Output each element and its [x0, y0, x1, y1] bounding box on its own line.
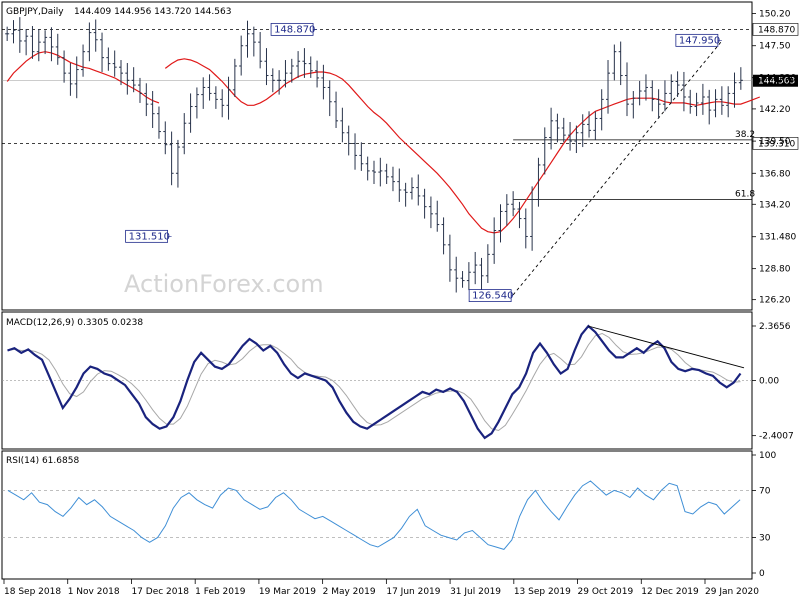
last-price-tag [753, 74, 798, 87]
fib-label: 38.2 [735, 130, 755, 140]
macd-panel: MACD(12,26,9) 0.3305 0.0238 2.3656 0.00 -2… [1, 311, 794, 450]
x-tick-label: 19 Mar 2019 [259, 587, 316, 597]
rsi-title: RSI(14) 61.6858 [6, 456, 79, 466]
price-tick-label: 134.20 [759, 200, 791, 210]
macd-trendline [588, 325, 745, 369]
watermark: ActionForex.com [124, 270, 324, 298]
macd-axis: 2.3656 0.00 -2.4007 [752, 322, 794, 442]
price-bars [5, 17, 743, 293]
price-tick-label: 147.50 [759, 42, 791, 52]
level-tag [752, 23, 799, 36]
macd-tick-label: 0.00 [759, 376, 779, 386]
x-tick-label: 29 Jan 2020 [705, 587, 759, 597]
rsi-panel: RSI(14) 61.6858 100 70 30 0 [1, 450, 776, 580]
rsi-tick-label: 30 [759, 534, 771, 544]
x-tick-label: 2 May 2019 [323, 587, 376, 597]
macd-tick-label: -2.4007 [759, 432, 794, 442]
rsi-axis: 100 70 30 0 [752, 451, 776, 579]
price-annotation-text: 131.510 [129, 231, 170, 242]
price-annotations: 148.870 131.510 126.540 147.950 [125, 22, 722, 303]
price-title: GBPJPY,Daily [6, 7, 64, 17]
x-tick-label: 1 Feb 2019 [195, 587, 246, 597]
rsi-tick-label: 70 [759, 486, 771, 496]
price-tick-label: 136.80 [759, 169, 791, 179]
price-tick-label: 131.480 [759, 233, 796, 243]
x-axis: 18 Sep 2018 1 Nov 2018 17 Dec 2018 1 Feb 20… [3, 579, 759, 597]
rsi-layer [2, 480, 752, 550]
price-annotation-text: 148.870 [274, 24, 315, 35]
x-tick-label: 17 Jun 2019 [386, 587, 440, 597]
rsi-tick-label: 100 [759, 451, 776, 461]
ohlc-readout: 144.409 144.956 143.720 144.563 [74, 7, 231, 17]
macd-layer [2, 324, 752, 440]
price-annotation-text: 147.950 [679, 35, 720, 46]
price-tick-label: 144.820 [759, 74, 796, 84]
x-tick-label: 29 Oct 2019 [578, 587, 634, 597]
last-price-text: 144.563 [758, 77, 795, 87]
macd-title: MACD(12,26,9) 0.3305 0.0238 [6, 318, 143, 328]
x-tick-label: 13 Sep 2019 [514, 587, 571, 597]
x-tick-label: 12 Dec 2019 [641, 587, 699, 597]
rsi-line [7, 480, 741, 550]
ma-line [164, 58, 761, 234]
macd-line [7, 324, 742, 440]
trend-line [512, 40, 723, 296]
x-tick-label: 17 Dec 2018 [131, 587, 189, 597]
price-tick-label: 128.80 [759, 265, 791, 275]
x-tick-label: 31 Jul 2019 [450, 587, 501, 597]
price-tick-label: 126.20 [759, 296, 791, 306]
level-tag-text: 148.870 [758, 25, 795, 35]
price-axis: 150.20 147.50 144.820 142.20 139.50 136.80 134… [752, 10, 796, 306]
macd-tick-label: 2.3656 [759, 322, 791, 332]
price-panel: GBPJPY,Daily 144.409 144.956 143.720 144… [1, 1, 799, 311]
price-tick-label: 142.20 [759, 105, 791, 115]
fib-label: 61.8 [735, 190, 755, 200]
x-tick-label: 1 Nov 2018 [68, 587, 120, 597]
price-tick-label: 139.50 [759, 137, 791, 147]
level-tag-text: 139.310 [758, 139, 795, 149]
level-tag [752, 137, 799, 150]
rsi-tick-label: 0 [759, 569, 765, 579]
price-annotation-text: 126.540 [472, 291, 513, 302]
x-tick-label: 18 Sep 2018 [4, 587, 61, 597]
price-tick-label: 150.20 [759, 10, 791, 20]
